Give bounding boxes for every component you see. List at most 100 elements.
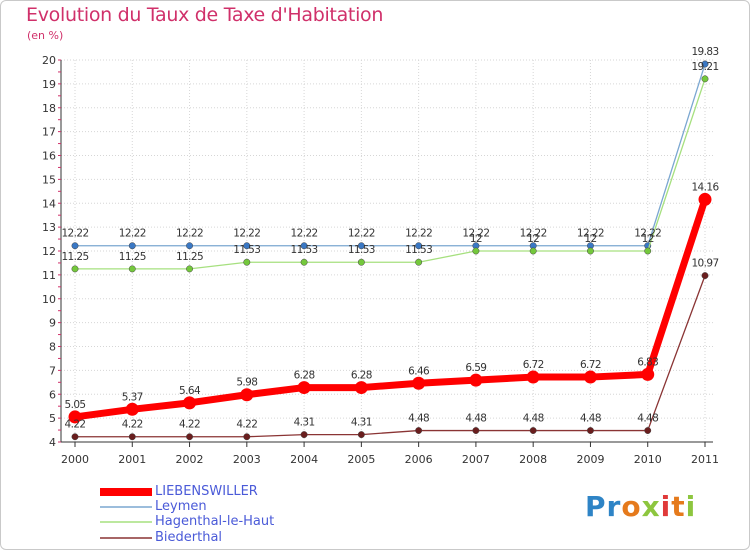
data-label-hagenthal-le-haut: 12 <box>584 233 596 245</box>
x-tick-label: 2006 <box>405 453 433 466</box>
data-point-liebenswiller <box>183 396 197 410</box>
data-point-biederthal <box>186 433 193 441</box>
x-tick-label: 2004 <box>290 453 318 466</box>
data-label-layer: 12.22 12.22 12.22 12.22 12.22 12.22 12.22 12.22… <box>61 46 720 431</box>
data-point-leymen <box>71 242 79 250</box>
x-tick-label: 2001 <box>118 453 146 466</box>
series-layer <box>68 60 712 441</box>
data-label-hagenthal-le-haut: 11.25 <box>176 251 203 263</box>
data-label-hagenthal-le-haut: 19.21 <box>691 61 718 73</box>
y-tick-label: 16 <box>42 150 56 163</box>
data-label-hagenthal-le-haut: 11.25 <box>61 251 88 263</box>
y-tick-label: 10 <box>42 293 56 306</box>
data-point-leymen <box>300 242 308 250</box>
data-label-hagenthal-le-haut: 12 <box>642 233 654 245</box>
logo-letter: t <box>671 490 686 523</box>
logo-letter: o <box>621 490 642 523</box>
data-point-liebenswiller <box>698 192 712 206</box>
data-label-leymen: 12.22 <box>634 228 661 240</box>
x-tick-label: 2005 <box>347 453 375 466</box>
data-label-leymen: 19.83 <box>691 46 718 58</box>
data-point-biederthal <box>587 427 594 434</box>
data-label-hagenthal-le-haut: 11.53 <box>233 244 260 256</box>
legend-label-hagenthal-le-haut: Hagenthal-le-Haut <box>155 514 275 529</box>
y-tick-label: 14 <box>42 197 56 210</box>
data-label-leymen: 12.22 <box>348 228 375 240</box>
data-point-biederthal <box>71 433 79 441</box>
data-label-leymen: 12.22 <box>462 228 489 240</box>
data-point-liebenswiller <box>412 376 426 390</box>
data-point-biederthal <box>243 433 251 441</box>
data-point-biederthal <box>300 431 308 439</box>
data-point-biederthal <box>472 427 480 434</box>
data-label-biederthal: 4.48 <box>580 413 601 425</box>
x-tick-label: 2002 <box>176 453 204 466</box>
data-label-liebenswiller: 5.98 <box>236 377 257 389</box>
x-tick-label: 2000 <box>61 453 89 466</box>
y-tick-label: 18 <box>42 102 56 115</box>
data-point-hagenthal-le-haut <box>128 265 136 273</box>
data-point-biederthal <box>357 431 365 439</box>
chart-title: Evolution du Taux de Taxe d'Habitation <box>26 4 384 26</box>
data-label-hagenthal-le-haut: 11.53 <box>405 244 432 256</box>
data-point-hagenthal-le-haut <box>243 258 251 266</box>
legend-layer <box>100 488 152 539</box>
data-label-hagenthal-le-haut: 12 <box>470 233 482 245</box>
data-label-hagenthal-le-haut: 11.53 <box>348 244 375 256</box>
data-label-liebenswiller: 5.05 <box>65 399 86 411</box>
chart-subtitle: (en %) <box>27 29 64 42</box>
data-point-leymen <box>701 60 709 68</box>
data-point-biederthal <box>415 427 423 434</box>
data-point-hagenthal-le-haut <box>644 247 652 255</box>
data-point-liebenswiller <box>354 381 368 395</box>
proxiti-logo: Proxiti <box>585 490 696 523</box>
x-tick-label: 2011 <box>691 453 719 466</box>
x-tick-label: 2009 <box>576 453 604 466</box>
x-tick-label: 2007 <box>462 453 490 466</box>
data-point-liebenswiller <box>297 381 311 395</box>
data-point-liebenswiller <box>68 410 82 424</box>
y-tick-label: 6 <box>49 388 56 401</box>
data-point-hagenthal-le-haut <box>186 265 193 273</box>
logo-letter: P <box>585 490 607 523</box>
data-point-hagenthal-le-haut <box>472 247 480 255</box>
y-tick-label: 13 <box>42 221 56 234</box>
data-label-leymen: 12.22 <box>291 228 318 240</box>
data-label-biederthal: 4.31 <box>294 417 315 429</box>
data-label-liebenswiller: 6.59 <box>465 362 486 374</box>
data-label-leymen: 12.22 <box>119 228 146 240</box>
data-label-liebenswiller: 14.16 <box>691 181 719 193</box>
data-point-hagenthal-le-haut <box>529 247 537 255</box>
series-line-liebenswiller <box>71 195 709 421</box>
data-label-biederthal: 4.22 <box>179 419 200 431</box>
data-label-liebenswiller: 6.46 <box>408 365 430 377</box>
data-point-hagenthal-le-haut <box>587 247 594 255</box>
data-point-hagenthal-le-haut <box>701 75 709 83</box>
legend-label-leymen: Leymen <box>155 499 207 514</box>
data-label-biederthal: 4.22 <box>122 419 143 431</box>
data-label-leymen: 12.22 <box>520 228 547 240</box>
data-label-liebenswiller: 6.28 <box>294 370 315 382</box>
data-label-biederthal: 4.48 <box>465 413 486 425</box>
logo-letter: i <box>660 490 672 523</box>
data-label-hagenthal-le-haut: 11.53 <box>291 244 318 256</box>
y-tick-label: 4 <box>49 436 56 449</box>
series-line-hagenthal-le-haut <box>74 78 706 270</box>
legend-label-biederthal: Biederthal <box>155 530 223 545</box>
data-label-biederthal: 4.31 <box>351 417 372 429</box>
data-label-leymen: 12.22 <box>176 228 203 240</box>
logo-letter: x <box>641 490 661 523</box>
axis-layer: 4 5 6 7 8 9 10 11 12 13 14 15 16 17 18 19 20 2000 2001 2002… <box>42 54 719 466</box>
data-label-liebenswiller: 5.64 <box>179 385 201 397</box>
data-point-liebenswiller <box>583 370 597 384</box>
series-line-biederthal <box>74 274 706 438</box>
data-point-hagenthal-le-haut <box>415 258 423 266</box>
data-label-biederthal: 4.22 <box>236 419 257 431</box>
data-label-hagenthal-le-haut: 12 <box>527 233 539 245</box>
data-point-biederthal <box>644 427 652 434</box>
data-point-liebenswiller <box>125 402 139 416</box>
x-tick-label: 2008 <box>519 453 547 466</box>
data-label-liebenswiller: 6.72 <box>580 359 601 371</box>
y-tick-label: 20 <box>42 54 56 67</box>
data-point-leymen <box>415 242 423 250</box>
